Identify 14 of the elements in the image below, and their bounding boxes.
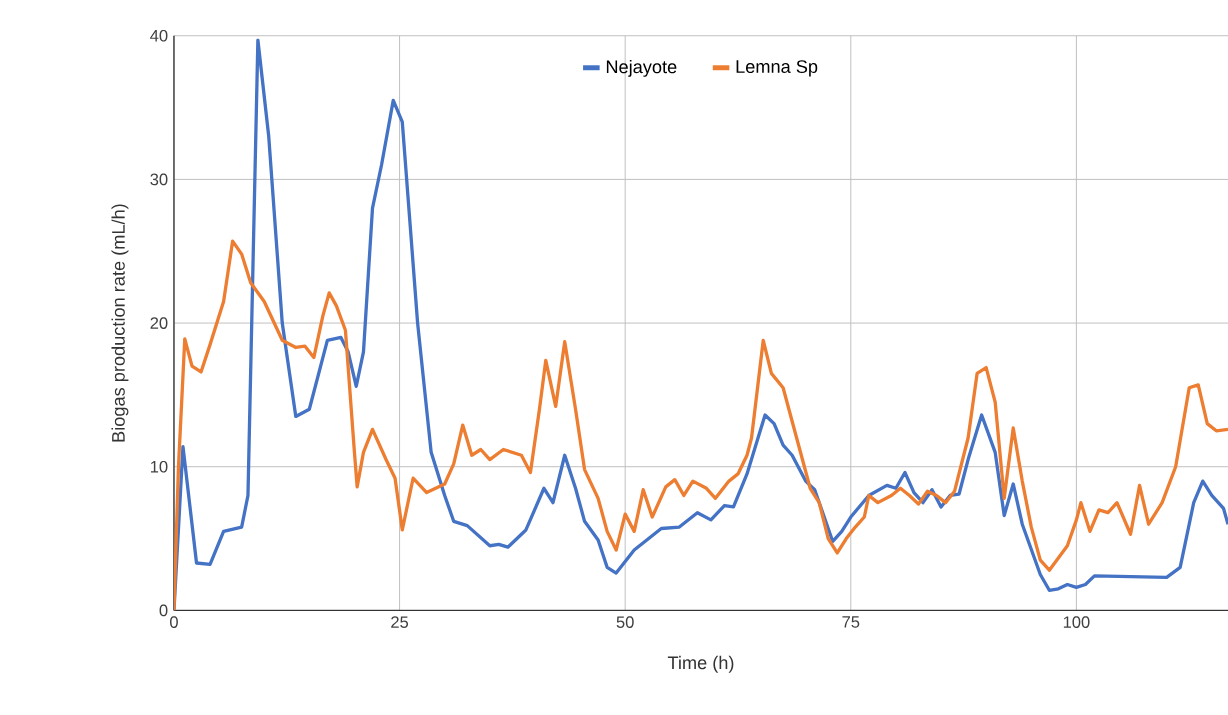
y-axis-title: Biogas production rate (mL/h) (111, 204, 129, 442)
x-tick-label: 0 (170, 616, 178, 629)
y-tick-label: 0 (159, 604, 168, 617)
x-tick-label: 100 (1063, 616, 1090, 629)
legend-label: Lemna Sp (736, 60, 818, 77)
y-tick-label: 10 (150, 461, 168, 473)
x-axis-title: Time (h) (667, 656, 734, 673)
y-tick-label: 20 (150, 317, 168, 330)
x-tick-label: 25 (391, 616, 409, 629)
y-tick-label: 40 (150, 30, 168, 42)
x-tick-label: 75 (842, 616, 860, 628)
x-tick-label: 50 (616, 616, 634, 629)
y-tick-label: 30 (150, 173, 168, 186)
legend-label: Nejayote (606, 60, 677, 78)
